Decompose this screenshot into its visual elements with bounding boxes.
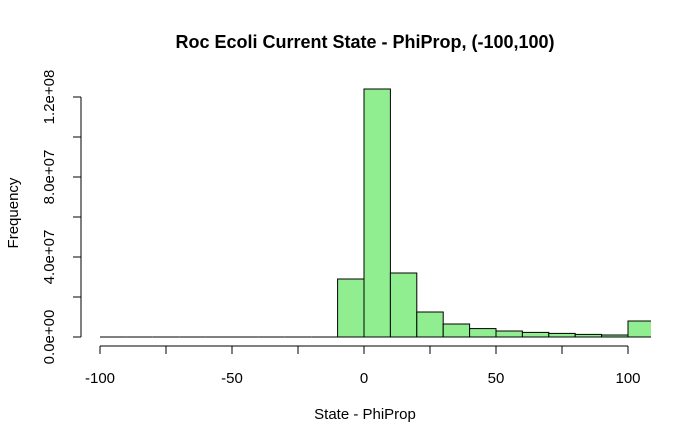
x-tick-label-3: 50 [488, 370, 505, 387]
histogram-bar-9 [337, 278, 365, 338]
histogram-bar-10 [363, 88, 391, 338]
histogram-bar-14 [469, 328, 497, 338]
x-axis: -100 -50 0 50 100 [85, 345, 641, 387]
histogram-bar-17 [548, 332, 576, 338]
histogram-bar-18 [574, 333, 603, 338]
histogram-bar-12 [416, 311, 444, 338]
histogram-bar-16 [521, 331, 550, 338]
x-tick-label-1: -50 [221, 370, 243, 387]
y-tick-label-0: 0.0e+00 [41, 310, 58, 365]
y-tick-label-3: 1.2e+08 [41, 70, 58, 125]
x-tick-label-0: -100 [85, 370, 115, 387]
x-tick-label-2: 0 [360, 370, 368, 387]
histogram-bar-11 [389, 272, 418, 338]
histogram-bar-13 [442, 323, 471, 338]
y-tick-label-2: 8.0e+07 [41, 150, 58, 205]
y-axis-label: Frequency [5, 177, 22, 248]
y-axis: 0.0e+00 4.0e+07 8.0e+07 1.2e+08 [41, 70, 82, 365]
histogram-bars [100, 88, 651, 338]
histogram-bar-20 [627, 320, 651, 338]
x-axis-label: State - PhiProp [314, 406, 416, 423]
x-tick-label-4: 100 [615, 370, 640, 387]
y-tick-label-1: 4.0e+07 [41, 230, 58, 285]
chart-title: Roc Ecoli Current State - PhiProp, (-100… [175, 32, 554, 52]
histogram-bar-19 [601, 334, 629, 338]
histogram-bar-15 [495, 330, 523, 338]
